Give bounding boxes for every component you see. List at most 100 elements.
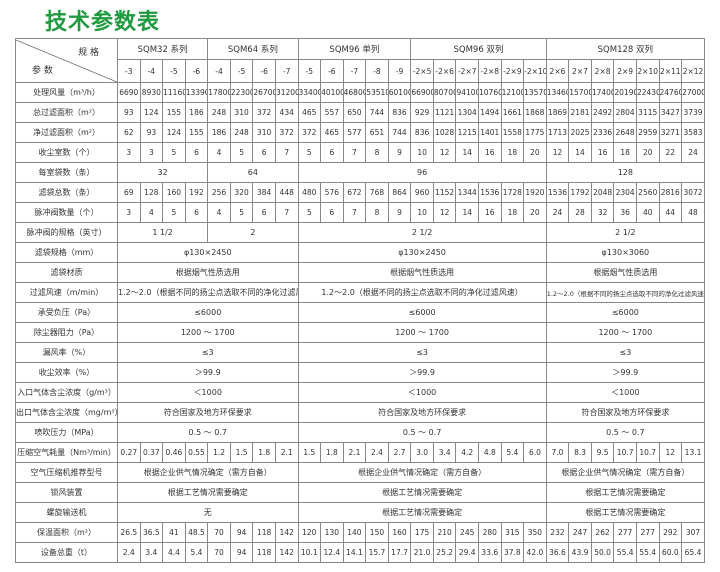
table-cell: 3 bbox=[117, 142, 141, 163]
table-cell: 17400 bbox=[590, 82, 615, 103]
table-cell: 41 bbox=[162, 522, 186, 543]
table-cell: 14 bbox=[455, 142, 479, 163]
table-cell: 4 bbox=[139, 202, 164, 223]
table-cell: 根据企业供气情况确定（需方自备） bbox=[545, 462, 706, 483]
table-cell: 1728 bbox=[500, 182, 525, 203]
table-cell: ＜1000 bbox=[117, 382, 299, 403]
table-cell: 55.4 bbox=[635, 542, 660, 563]
table-row: 承受负压（Pa） ≤6000 ≤6000 ≤6000 bbox=[15, 302, 706, 323]
model-header: -8 bbox=[365, 59, 389, 83]
table-cell: 根据烟气性质选用 bbox=[545, 262, 706, 283]
table-cell: 134600 bbox=[545, 82, 570, 103]
table-cell: 60100 bbox=[387, 82, 412, 103]
table-cell: 1536 bbox=[545, 182, 570, 203]
table-cell: 2 1/2 bbox=[545, 222, 706, 243]
table-cell: 33400 bbox=[297, 82, 322, 103]
row-label: 空气压缩机推荐型号 bbox=[15, 462, 118, 483]
table-row: 设备总重（t） 2.4 3.4 4.4 5.4 70 94 118 142 10.1 12.4 14.… bbox=[15, 542, 705, 563]
table-cell: 1.2～2.0（根据不同的扬尘点选取不同的净化过滤风速） bbox=[297, 282, 547, 303]
table-cell: 121000 bbox=[500, 82, 525, 103]
table-row: 每室袋数（条） 32 64 96 128 bbox=[15, 162, 706, 183]
table-cell: 60.0 bbox=[658, 542, 683, 563]
table-cell: 64 bbox=[207, 162, 299, 183]
row-label: 承受负压（Pa） bbox=[15, 302, 118, 323]
table-cell: 836 bbox=[410, 122, 434, 143]
table-cell: 1 1/2 bbox=[116, 222, 209, 243]
table-cell: 93 bbox=[139, 122, 164, 143]
table-cell: 8 bbox=[365, 142, 389, 163]
table-cell: 36.6 bbox=[545, 542, 570, 563]
table-cell: 2181 bbox=[568, 102, 592, 123]
table-cell: 142 bbox=[274, 542, 299, 563]
table-cell: 744 bbox=[387, 122, 412, 143]
table-cell: 929 bbox=[410, 102, 434, 123]
table-cell: 2648 bbox=[613, 122, 637, 143]
table-cell: 960 bbox=[410, 182, 434, 203]
table-cell: 384 bbox=[252, 182, 276, 203]
table-cell: 70 bbox=[207, 522, 231, 543]
table-cell: 2816 bbox=[658, 182, 683, 203]
table-cell: 6 bbox=[184, 142, 209, 163]
table-cell: 1868 bbox=[523, 102, 547, 123]
table-cell: 22 bbox=[658, 142, 683, 163]
table-cell: 1200 ～ 1700 bbox=[545, 322, 706, 343]
model-header: -2×9 bbox=[500, 59, 525, 83]
table-cell: 192 bbox=[184, 182, 209, 203]
table-cell: 10.1 bbox=[297, 542, 322, 563]
spec-label: 规 格 bbox=[78, 47, 99, 58]
table-cell: 155 bbox=[162, 102, 186, 123]
table-cell: 6 bbox=[252, 202, 276, 223]
table-cell: 248 bbox=[229, 122, 254, 143]
table-cell: 210 bbox=[432, 522, 457, 543]
table-cell: 13390 bbox=[184, 82, 209, 103]
table-cell: ＞99.9 bbox=[117, 362, 299, 383]
table-cell: 224300 bbox=[635, 82, 660, 103]
table-cell: 7 bbox=[342, 202, 367, 223]
table-row: 净过滤面积（m²） 62 93 124 155 186 248 310 372 372 465 577… bbox=[15, 122, 705, 143]
table-cell: 14.1 bbox=[342, 542, 367, 563]
table-cell: 2336 bbox=[590, 122, 615, 143]
table-cell: 20 bbox=[635, 142, 660, 163]
table-cell: 9.5 bbox=[590, 442, 615, 463]
table-cell: 53510 bbox=[365, 82, 389, 103]
table-cell: ≤3 bbox=[117, 342, 299, 363]
table-cell: 1.2 bbox=[207, 442, 231, 463]
row-label: 收尘室数（个） bbox=[15, 142, 118, 163]
table-cell: 2804 bbox=[613, 102, 637, 123]
table-cell: 5 bbox=[229, 142, 254, 163]
table-cell: 4 bbox=[207, 142, 231, 163]
row-label: 锁风装置 bbox=[15, 482, 118, 503]
table-cell: 160 bbox=[162, 182, 186, 203]
table-cell: 3115 bbox=[635, 102, 660, 123]
model-header: 2×7 bbox=[568, 59, 592, 83]
table-cell: 根据工艺情况需要确定 bbox=[117, 482, 299, 503]
model-header: -5 bbox=[297, 59, 322, 83]
table-cell: 2.4 bbox=[365, 442, 389, 463]
table-cell: 14 bbox=[568, 142, 592, 163]
table-cell: 12 bbox=[432, 202, 457, 223]
table-cell: 93 bbox=[117, 102, 141, 123]
table-cell: 744 bbox=[365, 102, 389, 123]
table-cell: 4.4 bbox=[162, 542, 186, 563]
table-cell: 2.1 bbox=[342, 442, 367, 463]
table-cell: 2048 bbox=[590, 182, 615, 203]
table-cell: 6690 bbox=[117, 82, 141, 103]
row-label: 脉冲阀的规格（英寸） bbox=[15, 222, 118, 243]
table-cell: 3072 bbox=[681, 182, 705, 203]
table-cell: 根据工艺情况需要确定 bbox=[545, 482, 706, 503]
model-header: 2×12 bbox=[681, 59, 705, 83]
table-cell: 16 bbox=[478, 142, 502, 163]
table-cell: 1.8 bbox=[320, 442, 344, 463]
row-label: 总过滤面积（m²） bbox=[15, 102, 118, 123]
table-cell: 310 bbox=[229, 102, 254, 123]
table-cell: 12 bbox=[545, 142, 570, 163]
table-row: 过滤风速（m/min）1.2～2.0（根据不同的扬尘点选取不同的净化过滤风速）1… bbox=[15, 282, 706, 303]
table-row: 螺旋输送机无根据工艺情况需要确定 根据工艺情况需要确定 bbox=[15, 502, 706, 523]
table-row: 除尘器阻力（Pa） 1200 ～ 1700 1200 ～ 1700 1200 ～ 17… bbox=[15, 322, 706, 343]
table-cell: 3 bbox=[117, 202, 141, 223]
model-header: -6 bbox=[320, 59, 344, 83]
table-cell: 247 bbox=[568, 522, 592, 543]
table-cell: 277 bbox=[635, 522, 660, 543]
row-label: 保温面积（m²） bbox=[15, 522, 118, 543]
table-cell: 577 bbox=[342, 122, 367, 143]
